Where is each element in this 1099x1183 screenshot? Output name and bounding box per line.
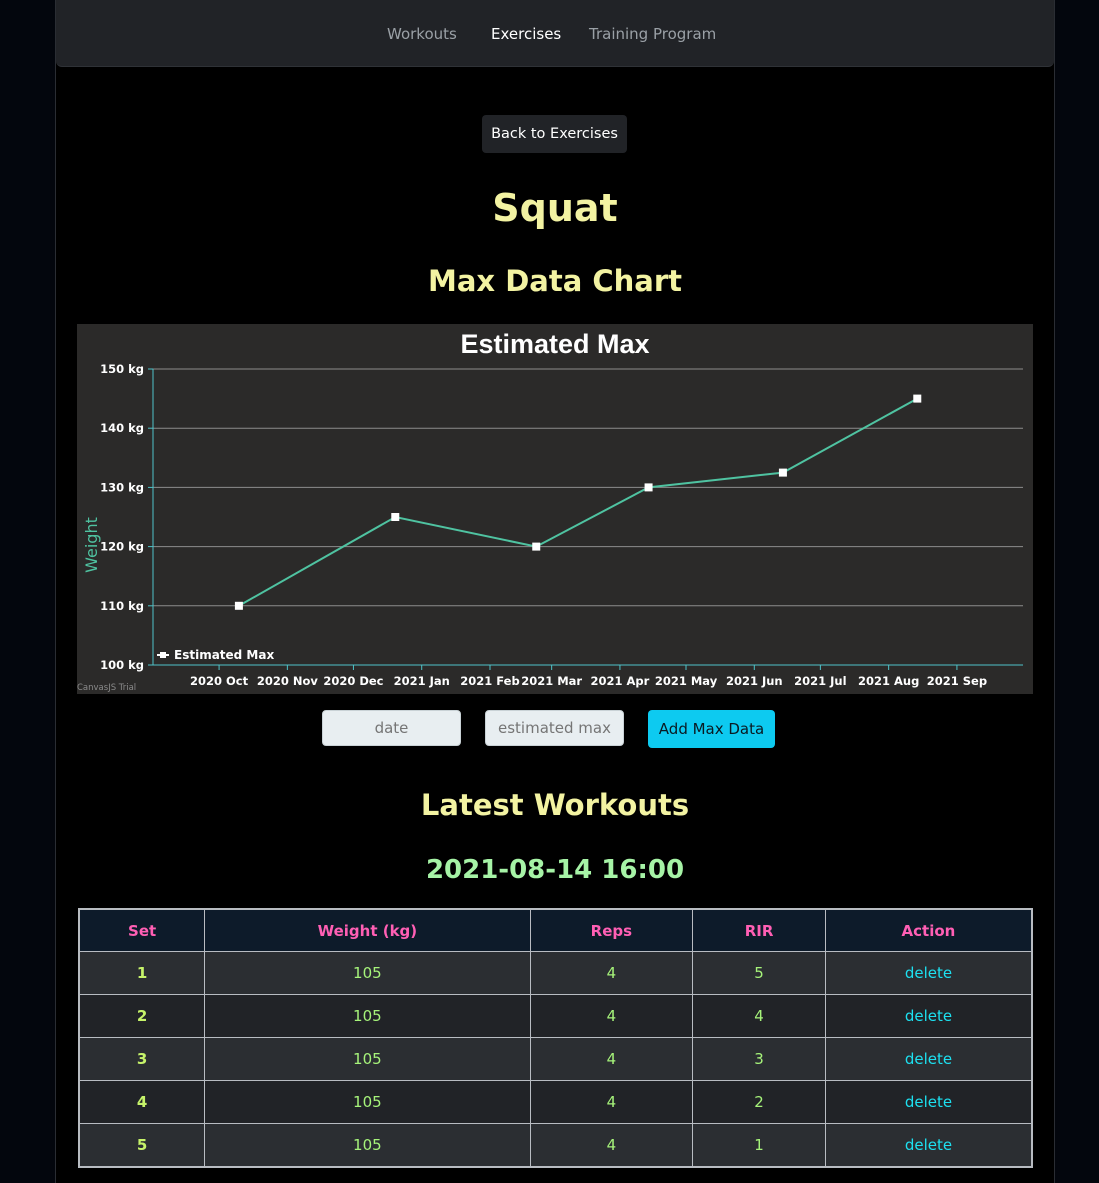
y-tick-label: 110 kg bbox=[100, 599, 144, 613]
x-tick-label: 2020 Dec bbox=[323, 674, 383, 688]
latest-workouts-heading: Latest Workouts bbox=[420, 788, 690, 822]
col-header-rir: RIR bbox=[692, 908, 826, 952]
y-tick-label: 120 kg bbox=[100, 540, 144, 554]
workout-sets-table: Set Weight (kg) Reps RIR Action 1 105 4 … bbox=[78, 908, 1033, 1168]
x-tick-label: 2021 Jul bbox=[794, 674, 846, 688]
set-rir: 1 bbox=[692, 1123, 826, 1168]
col-header-set: Set bbox=[78, 908, 206, 952]
x-tick-label: 2021 Feb bbox=[460, 674, 519, 688]
table-row: 1 105 4 5 delete bbox=[78, 951, 1033, 995]
table-row: 3 105 4 3 delete bbox=[78, 1037, 1033, 1081]
table-row: 2 105 4 4 delete bbox=[78, 994, 1033, 1038]
data-point bbox=[778, 468, 787, 477]
navbar: Workouts Exercises Training Program bbox=[56, 0, 1054, 67]
y-tick-label: 150 kg bbox=[100, 362, 144, 376]
x-tick-label: 2021 May bbox=[655, 674, 718, 688]
y-tick-label: 100 kg bbox=[100, 658, 144, 672]
legend-marker-icon bbox=[160, 652, 166, 658]
data-point bbox=[913, 394, 922, 403]
nav-workouts[interactable]: Workouts bbox=[387, 25, 457, 43]
set-rir: 5 bbox=[692, 951, 826, 995]
set-number: 4 bbox=[78, 1080, 206, 1124]
data-point bbox=[391, 513, 400, 521]
set-weight: 105 bbox=[204, 994, 531, 1038]
data-point bbox=[644, 483, 653, 492]
delete-link[interactable]: delete bbox=[824, 994, 1033, 1038]
set-rir: 4 bbox=[692, 994, 826, 1038]
set-reps: 4 bbox=[529, 994, 694, 1038]
table-header-row: Set Weight (kg) Reps RIR Action bbox=[78, 908, 1033, 952]
chart-title: Estimated Max bbox=[460, 329, 649, 359]
max-chart-heading: Max Data Chart bbox=[427, 264, 683, 298]
chart-svg: Estimated Max Weight 100 kg 110 kg 120 kg 1… bbox=[77, 329, 1023, 693]
x-tick-label: 2021 Jun bbox=[726, 674, 783, 688]
nav-exercises[interactable]: Exercises bbox=[491, 25, 562, 43]
col-header-action: Action bbox=[824, 908, 1033, 952]
data-point bbox=[234, 601, 243, 610]
set-number: 1 bbox=[78, 951, 206, 995]
set-reps: 4 bbox=[529, 1037, 694, 1081]
back-to-exercises-button[interactable]: Back to Exercises bbox=[482, 115, 627, 153]
set-weight: 105 bbox=[204, 951, 531, 995]
col-header-weight: Weight (kg) bbox=[204, 908, 531, 952]
x-tick-label: 2021 Apr bbox=[591, 674, 650, 688]
set-reps: 4 bbox=[529, 1123, 694, 1168]
set-weight: 105 bbox=[204, 1123, 531, 1168]
set-number: 3 bbox=[78, 1037, 206, 1081]
delete-link[interactable]: delete bbox=[824, 1037, 1033, 1081]
date-input[interactable] bbox=[322, 710, 461, 746]
x-tick-label: 2021 Jan bbox=[394, 674, 450, 688]
table-row: 5 105 4 1 delete bbox=[78, 1123, 1033, 1168]
page-container: Workouts Exercises Training Program Back… bbox=[55, 0, 1055, 1183]
legend-label: Estimated Max bbox=[174, 648, 274, 662]
estimated-max-input[interactable] bbox=[485, 710, 624, 746]
x-tick-label: 2021 Mar bbox=[521, 674, 582, 688]
set-number: 2 bbox=[78, 994, 206, 1038]
chart-y-axis-label: Weight bbox=[82, 517, 101, 573]
set-number: 5 bbox=[78, 1123, 206, 1168]
set-reps: 4 bbox=[529, 1080, 694, 1124]
series-line bbox=[238, 397, 918, 607]
x-tick-label: 2020 Nov bbox=[257, 674, 319, 688]
x-tick-label: 2020 Oct bbox=[190, 674, 249, 688]
nav-training-program[interactable]: Training Program bbox=[589, 25, 717, 43]
set-rir: 3 bbox=[692, 1037, 826, 1081]
set-weight: 105 bbox=[204, 1037, 531, 1081]
col-header-reps: Reps bbox=[529, 908, 694, 952]
set-weight: 105 bbox=[204, 1080, 531, 1124]
x-tick-label: 2021 Sep bbox=[927, 674, 987, 688]
max-data-chart: Estimated Max Weight 100 kg 110 kg 120 kg 1… bbox=[77, 324, 1033, 694]
delete-link[interactable]: delete bbox=[824, 1080, 1033, 1124]
set-rir: 2 bbox=[692, 1080, 826, 1124]
workout-date: 2021-08-14 16:00 bbox=[425, 855, 685, 885]
table-row: 4 105 4 2 delete bbox=[78, 1080, 1033, 1124]
chart-watermark: CanvasJS Trial bbox=[77, 683, 136, 693]
delete-link[interactable]: delete bbox=[824, 1123, 1033, 1168]
y-tick-label: 130 kg bbox=[100, 480, 144, 494]
data-point bbox=[532, 542, 541, 551]
chart-legend: Estimated Max bbox=[157, 648, 274, 662]
delete-link[interactable]: delete bbox=[824, 951, 1033, 995]
y-tick-label: 140 kg bbox=[100, 421, 144, 435]
set-reps: 4 bbox=[529, 951, 694, 995]
exercise-title: Squat bbox=[492, 186, 618, 230]
add-max-data-button[interactable]: Add Max Data bbox=[648, 710, 775, 748]
x-tick-label: 2021 Aug bbox=[858, 674, 919, 688]
